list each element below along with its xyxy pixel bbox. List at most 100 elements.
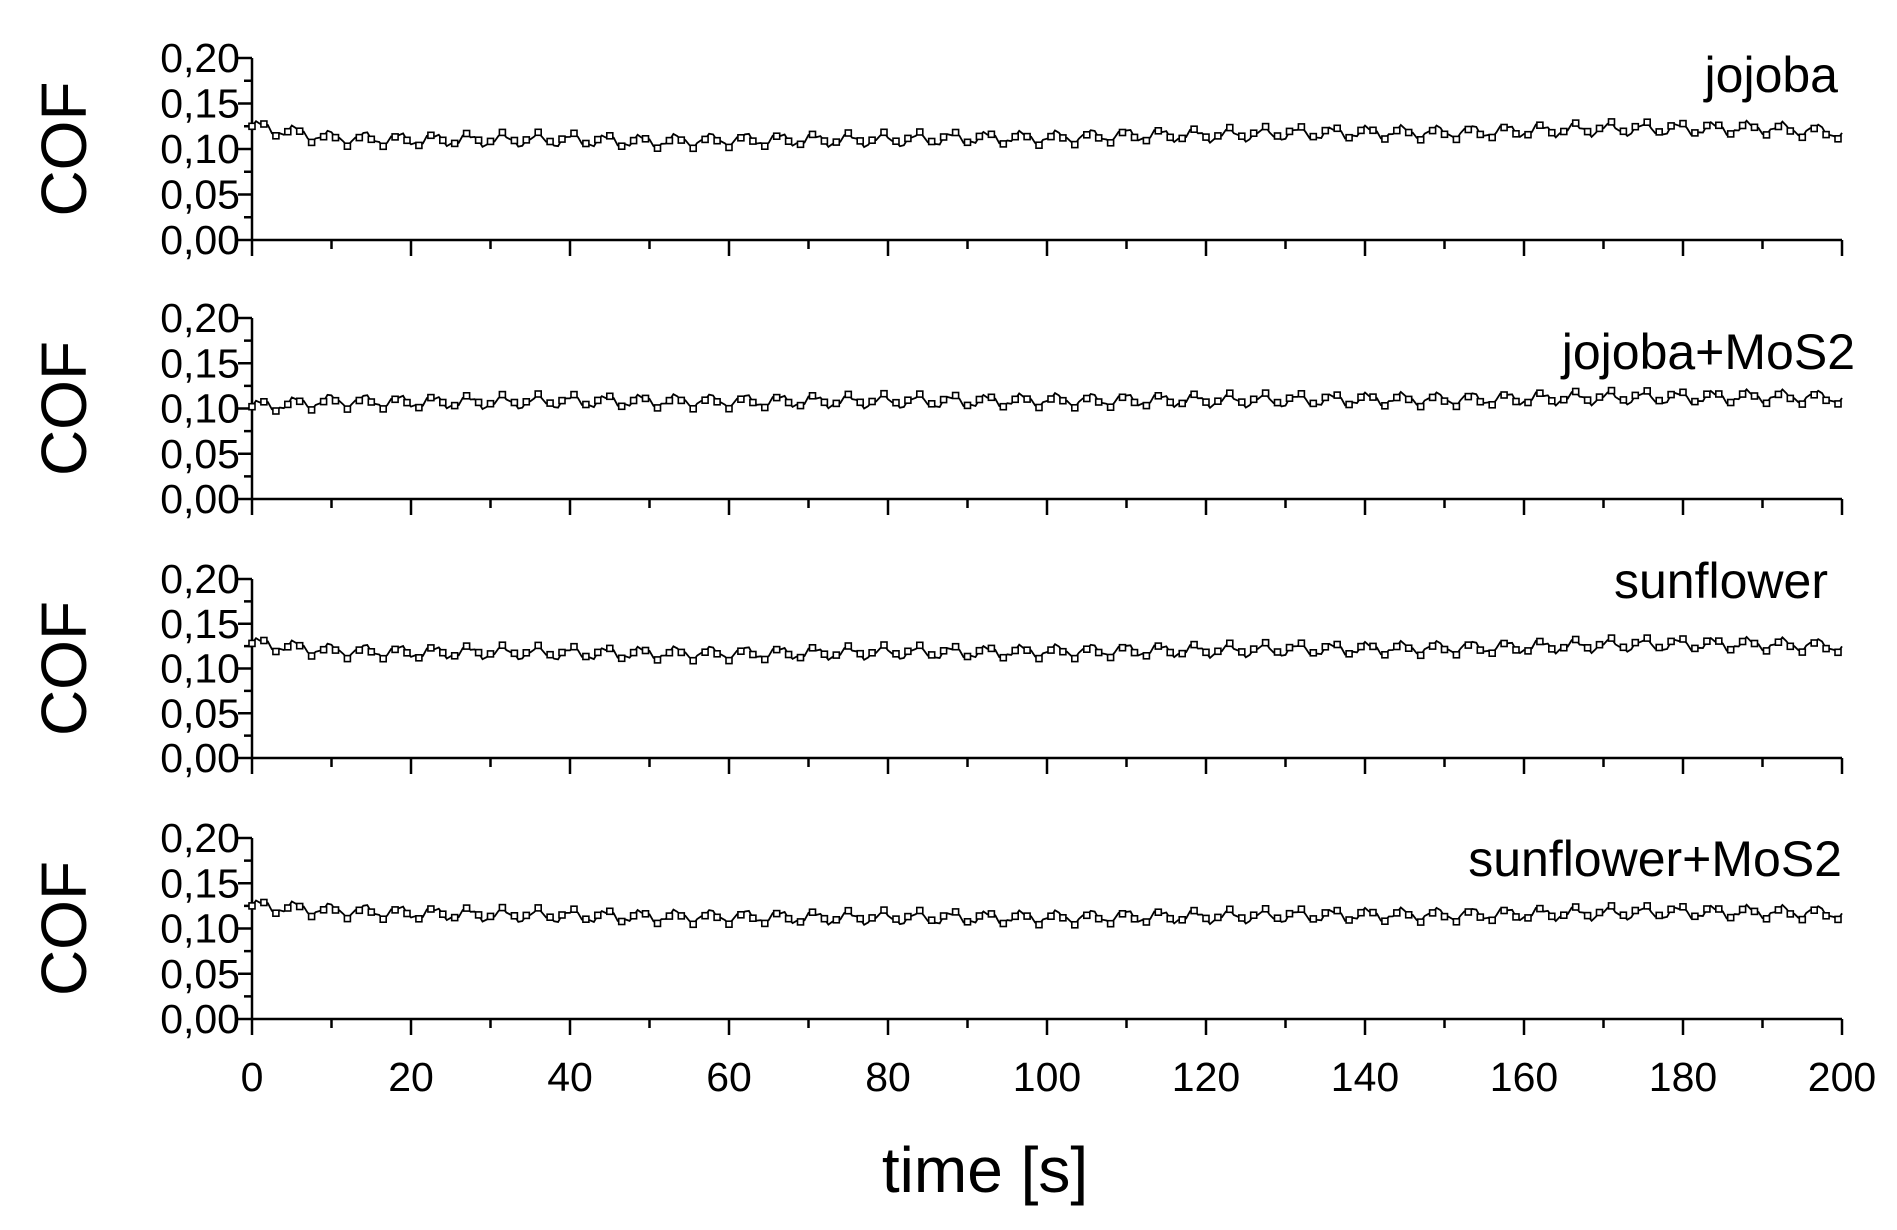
data-point bbox=[1428, 909, 1437, 917]
data-point bbox=[1512, 130, 1520, 138]
x-tick-label: 0 bbox=[241, 1054, 264, 1100]
data-point bbox=[904, 647, 912, 656]
data-point bbox=[927, 137, 936, 146]
data-point bbox=[796, 401, 805, 410]
data-point bbox=[546, 650, 554, 659]
data-point bbox=[1774, 122, 1783, 131]
data-point bbox=[1202, 133, 1210, 141]
data-point bbox=[1524, 647, 1532, 655]
data-point bbox=[1249, 645, 1258, 653]
data-point bbox=[653, 144, 662, 152]
y-tick-label: 0,00 bbox=[160, 735, 240, 781]
data-point bbox=[987, 130, 996, 139]
y-tick-label: 0,10 bbox=[160, 126, 240, 172]
data-point bbox=[283, 127, 292, 136]
panel-title: sunflower bbox=[1614, 553, 1828, 609]
data-point bbox=[510, 136, 519, 145]
data-point bbox=[486, 399, 495, 408]
data-point bbox=[927, 399, 936, 408]
data-point bbox=[1130, 133, 1139, 142]
data-point bbox=[1810, 906, 1818, 915]
data-point bbox=[689, 404, 698, 413]
data-point bbox=[987, 910, 996, 918]
data-point bbox=[1369, 642, 1377, 651]
y-tick-label: 0,15 bbox=[160, 340, 240, 386]
data-point bbox=[939, 395, 948, 404]
data-point bbox=[999, 402, 1008, 411]
data-point bbox=[1094, 398, 1103, 406]
data-point bbox=[474, 398, 483, 407]
data-point bbox=[415, 403, 423, 412]
data-point bbox=[1667, 122, 1675, 130]
data-point bbox=[713, 649, 721, 658]
data-point bbox=[1571, 119, 1580, 127]
data-point bbox=[1655, 911, 1663, 920]
data-point bbox=[570, 129, 578, 138]
data-point bbox=[248, 902, 256, 910]
data-point bbox=[1834, 648, 1842, 657]
data-point bbox=[784, 137, 793, 145]
data-point bbox=[1035, 920, 1043, 929]
panel-title: jojoba+MoS2 bbox=[1560, 324, 1855, 380]
data-point bbox=[1059, 647, 1067, 656]
data-point bbox=[272, 407, 280, 415]
data-point bbox=[1715, 637, 1723, 645]
data-point bbox=[1094, 914, 1103, 923]
data-point bbox=[343, 654, 352, 663]
data-point bbox=[1214, 397, 1222, 406]
data-point bbox=[892, 915, 900, 923]
data-point bbox=[367, 908, 376, 916]
data-point bbox=[772, 393, 781, 402]
data-point bbox=[1083, 911, 1091, 920]
data-point bbox=[868, 136, 876, 144]
data-point bbox=[1691, 912, 1699, 921]
data-point bbox=[820, 137, 829, 145]
data-point bbox=[1476, 397, 1485, 406]
data-point bbox=[1166, 398, 1174, 407]
data-point bbox=[391, 906, 399, 914]
data-point bbox=[629, 136, 638, 145]
data-point bbox=[1619, 643, 1628, 652]
data-point bbox=[379, 654, 388, 663]
data-point bbox=[1583, 396, 1592, 404]
y-tick-label: 0,05 bbox=[160, 951, 240, 997]
data-point bbox=[331, 396, 340, 405]
data-point bbox=[1321, 126, 1330, 135]
data-point bbox=[1834, 400, 1842, 408]
data-point bbox=[1822, 644, 1830, 653]
data-point bbox=[1536, 121, 1544, 129]
data-point bbox=[1500, 906, 1508, 915]
data-point bbox=[1202, 914, 1210, 923]
data-point bbox=[1202, 398, 1210, 406]
data-point bbox=[1083, 394, 1091, 403]
data-point bbox=[939, 646, 948, 655]
data-point bbox=[1261, 122, 1270, 131]
data-point bbox=[427, 131, 435, 140]
data-point bbox=[1261, 904, 1270, 913]
data-point bbox=[1059, 913, 1067, 922]
data-point bbox=[1357, 126, 1365, 135]
data-point bbox=[260, 120, 268, 128]
data-point bbox=[1106, 139, 1115, 147]
data-point bbox=[760, 655, 769, 664]
data-point bbox=[1309, 399, 1318, 408]
data-point bbox=[1106, 403, 1115, 412]
data-point bbox=[1560, 395, 1568, 404]
data-point bbox=[522, 397, 531, 406]
data-point bbox=[1404, 910, 1413, 919]
data-point bbox=[784, 650, 793, 659]
data-point bbox=[796, 653, 805, 662]
data-point bbox=[1786, 127, 1795, 135]
data-point bbox=[1440, 912, 1449, 921]
data-point bbox=[856, 914, 865, 923]
data-point bbox=[939, 133, 948, 141]
data-point bbox=[1571, 635, 1580, 644]
data-point bbox=[1750, 392, 1759, 400]
data-point bbox=[1500, 123, 1508, 132]
data-point bbox=[1345, 133, 1353, 142]
data-point bbox=[427, 393, 435, 402]
data-point bbox=[1548, 128, 1556, 137]
data-point bbox=[1190, 640, 1198, 649]
data-point bbox=[1369, 126, 1377, 135]
data-point bbox=[749, 137, 757, 145]
